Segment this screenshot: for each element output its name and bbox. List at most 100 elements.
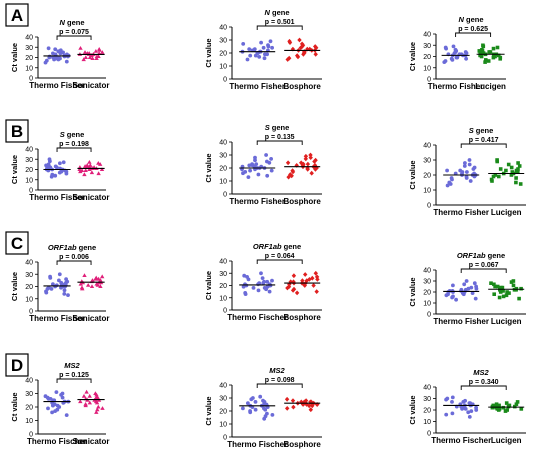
data-point (84, 389, 89, 394)
pvalue-bracket (256, 383, 303, 388)
data-point (454, 297, 458, 302)
y-tick-label: 10 (423, 65, 431, 72)
data-point (64, 277, 68, 281)
data-point (314, 289, 319, 294)
data-point (61, 160, 66, 165)
data-point (46, 46, 51, 51)
y-axis-label: Ct value (204, 271, 213, 300)
data-point (310, 275, 315, 281)
data-point (248, 53, 253, 58)
data-point (96, 161, 101, 165)
data-point (78, 399, 83, 404)
data-point (46, 162, 51, 167)
chart-D2: 0 10 20 30 40 Ct value MS2 p = 0.098 Thermo Fisc… (204, 366, 322, 449)
data-point (285, 285, 290, 291)
data-point (514, 176, 518, 180)
data-point (88, 163, 93, 167)
data-point (489, 281, 493, 285)
panel-letter-A: A (5, 3, 29, 27)
chart-title-suffix: gene (486, 251, 506, 260)
data-point (250, 162, 255, 167)
y-tick-label: 40 (219, 25, 227, 32)
data-point (256, 172, 261, 177)
data-point (313, 270, 318, 276)
y-axis-label: Ct value (10, 272, 19, 301)
data-point (60, 391, 65, 396)
category-label: Thermo Fischer (27, 437, 87, 446)
data-point (504, 293, 509, 298)
category-label: Thermo Fisher (428, 82, 484, 91)
data-point (467, 162, 472, 167)
chart-title: N gene (264, 8, 289, 17)
y-tick-label: 0 (29, 188, 33, 195)
data-point (58, 161, 62, 166)
data-point (492, 292, 496, 296)
y-tick-label: 10 (25, 177, 33, 184)
chart-A1: 0 10 20 30 40 Ct value N gene p = 0.075 Thermo F… (10, 18, 109, 90)
y-axis-label: Ct value (408, 160, 417, 189)
y-tick-label: 30 (25, 391, 33, 398)
y-tick-label: 30 (423, 158, 431, 165)
y-tick-label: 30 (219, 38, 227, 45)
data-point (241, 42, 246, 46)
y-tick-label: 10 (423, 419, 431, 426)
y-tick-label: 0 (29, 309, 33, 316)
data-point (497, 403, 501, 408)
data-point (257, 55, 262, 59)
data-point (509, 280, 514, 284)
data-point (285, 406, 290, 411)
data-point (96, 404, 101, 409)
chart-title-gene: MS2 (269, 366, 285, 375)
data-point (495, 158, 499, 162)
y-tick-label: 40 (423, 268, 431, 275)
data-point (469, 285, 474, 290)
data-point (447, 180, 452, 185)
data-point (491, 46, 496, 51)
pvalue-label: p = 0.098 (265, 377, 295, 384)
data-point (246, 175, 251, 180)
data-point (285, 160, 291, 166)
pvalue-bracket (56, 147, 92, 152)
chart-C3: 0 10 20 30 40 Ct value ORF1ab gene p = 0.067 The… (408, 251, 526, 326)
y-tick-label: 0 (427, 203, 431, 210)
data-point (47, 157, 52, 162)
panel-letter-A-text: A (11, 6, 23, 25)
data-point (264, 153, 268, 157)
y-tick-label: 0 (427, 431, 431, 438)
data-point (100, 406, 105, 410)
y-tick-label: 20 (219, 51, 227, 58)
chart-title-suffix: gene (270, 8, 290, 17)
data-point (504, 168, 508, 173)
data-point (262, 406, 266, 411)
data-point (57, 278, 61, 283)
category-label: Lucigen (491, 436, 522, 445)
data-point (252, 47, 257, 51)
data-point (243, 291, 248, 295)
data-point (50, 172, 55, 177)
data-point (463, 50, 468, 54)
pvalue-bracket (256, 259, 303, 264)
data-point (493, 173, 498, 177)
data-point (248, 168, 253, 173)
data-point (96, 171, 101, 176)
data-point (93, 275, 99, 280)
y-tick-label: 20 (25, 167, 33, 174)
category-label: Bosphore (284, 440, 322, 449)
data-point (251, 286, 256, 290)
data-point (83, 55, 88, 59)
chart-title: MS2 (473, 368, 489, 377)
data-point (469, 409, 474, 413)
category-label: Thermo Fisher (229, 197, 285, 206)
y-tick-label: 0 (29, 432, 33, 439)
data-point (284, 396, 290, 402)
y-tick-label: 30 (219, 396, 227, 403)
y-tick-label: 30 (219, 153, 227, 160)
y-tick-label: 20 (423, 54, 431, 61)
data-point (81, 57, 86, 62)
data-point (480, 48, 484, 52)
data-point (470, 291, 475, 295)
y-tick-label: 10 (423, 188, 431, 195)
y-axis-label: Ct value (204, 38, 213, 67)
category-label: Lucigen (491, 317, 522, 326)
data-point (89, 284, 95, 288)
